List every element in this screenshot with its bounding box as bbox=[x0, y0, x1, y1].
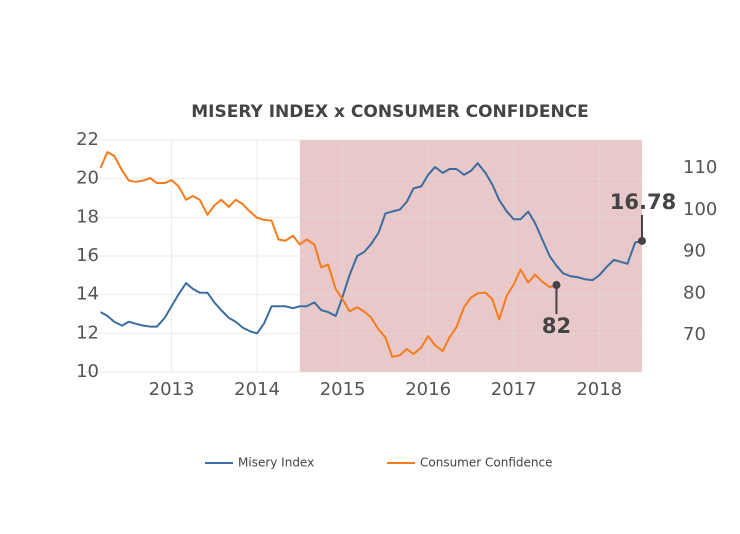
legend-label: Misery Index bbox=[238, 456, 314, 470]
x-tick-label: 2015 bbox=[320, 379, 366, 400]
highlight-point bbox=[638, 236, 646, 245]
chart-title: MISERY INDEX x CONSUMER CONFIDENCE bbox=[191, 102, 589, 122]
y2-tick-label: 70 bbox=[683, 324, 706, 345]
legend-item: Misery Index bbox=[205, 456, 314, 470]
data-line bbox=[99, 151, 557, 358]
data-line bbox=[100, 162, 643, 335]
y2-tick-label: 110 bbox=[683, 157, 717, 178]
y-tick-label: 12 bbox=[76, 322, 99, 343]
y2-tick-label: 80 bbox=[683, 282, 706, 303]
y-tick-label: 10 bbox=[76, 361, 99, 382]
x-tick-label: 2016 bbox=[405, 379, 451, 400]
y-tick-label: 20 bbox=[76, 168, 99, 189]
highlight-point bbox=[552, 281, 561, 290]
x-tick-label: 2017 bbox=[491, 379, 537, 400]
annotation-label: 82 bbox=[542, 314, 571, 338]
y-tick-label: 22 bbox=[76, 129, 99, 150]
x-tick-label: 2013 bbox=[149, 379, 195, 400]
x-tick-label: 2018 bbox=[576, 379, 622, 400]
y2-tick-label: 90 bbox=[683, 241, 706, 262]
legend-item: Consumer Confidence bbox=[387, 456, 552, 470]
x-tick-label: 2014 bbox=[234, 379, 280, 400]
legend-label: Consumer Confidence bbox=[420, 456, 552, 470]
y-tick-label: 14 bbox=[76, 284, 99, 305]
annotation-label: 16.78 bbox=[610, 190, 676, 214]
y-tick-label: 18 bbox=[76, 206, 99, 227]
y2-tick-label: 100 bbox=[683, 199, 717, 220]
y-tick-label: 16 bbox=[76, 245, 99, 266]
